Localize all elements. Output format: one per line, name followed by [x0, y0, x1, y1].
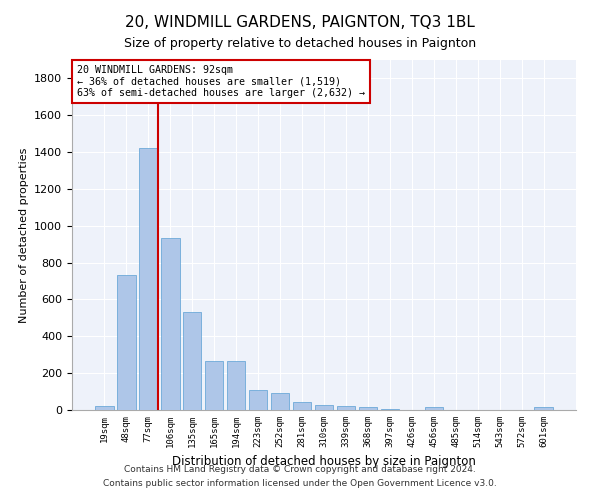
Bar — [535, 407, 553, 410]
Y-axis label: Number of detached properties: Number of detached properties — [19, 148, 29, 322]
Bar — [337, 406, 355, 410]
Text: Contains HM Land Registry data © Crown copyright and database right 2024.
Contai: Contains HM Land Registry data © Crown c… — [103, 466, 497, 487]
Bar — [161, 238, 179, 410]
Bar — [139, 148, 158, 410]
Bar — [293, 402, 311, 410]
Bar — [205, 361, 223, 410]
Text: 20 WINDMILL GARDENS: 92sqm
← 36% of detached houses are smaller (1,519)
63% of s: 20 WINDMILL GARDENS: 92sqm ← 36% of deta… — [77, 66, 365, 98]
Bar — [359, 407, 377, 410]
Bar — [314, 406, 334, 410]
Bar — [249, 390, 268, 410]
Text: Size of property relative to detached houses in Paignton: Size of property relative to detached ho… — [124, 38, 476, 51]
Bar — [227, 361, 245, 410]
Bar — [183, 312, 202, 410]
Bar — [380, 409, 399, 410]
Bar — [117, 274, 136, 410]
X-axis label: Distribution of detached houses by size in Paignton: Distribution of detached houses by size … — [172, 456, 476, 468]
Bar — [425, 407, 443, 410]
Text: 20, WINDMILL GARDENS, PAIGNTON, TQ3 1BL: 20, WINDMILL GARDENS, PAIGNTON, TQ3 1BL — [125, 15, 475, 30]
Bar — [95, 406, 113, 410]
Bar — [271, 394, 289, 410]
